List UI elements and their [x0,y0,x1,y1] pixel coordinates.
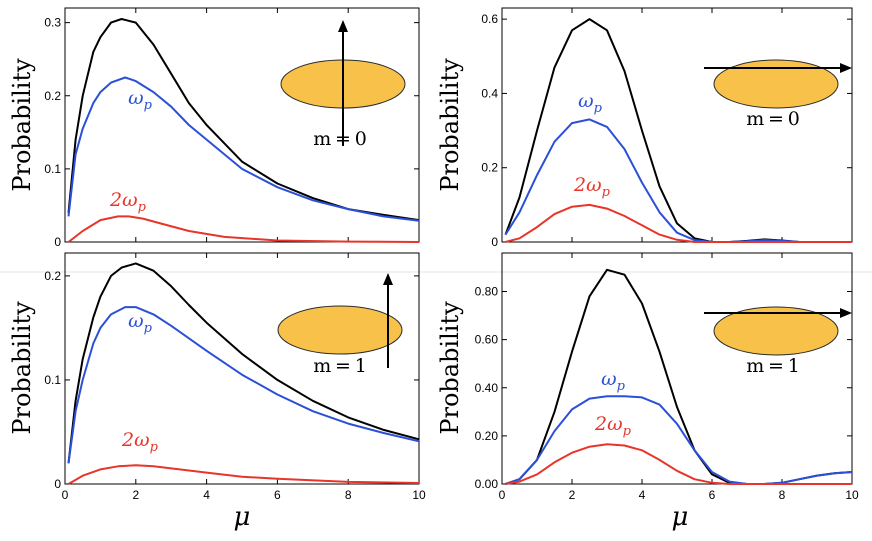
y-tick-label: 0.20 [475,429,499,443]
series-line-omega_p [505,395,853,485]
y-axis-label: Probability [436,58,464,192]
series-label-omega_p: ωp [128,87,153,113]
series-label-two_omega_p: 2ωp [573,174,611,200]
panel-bottom-right: 0.00 0.20 0.40 0.60 0.80 0 2 4 6 8 10 Probability μ m… [436,252,859,532]
disk-ellipse [277,305,403,355]
x-tick-label: 0 [62,488,69,502]
series-label-two_omega_p: 2ωp [109,189,147,215]
plot-frame [64,252,420,485]
y-tick-label: 0.6 [481,12,498,26]
series-label-main: 2ω [594,413,623,435]
x-tick-label: 4 [203,488,210,502]
series-line-total [505,268,853,485]
plot-frame [501,252,853,485]
y-axis-label: Probability [8,301,36,435]
x-tick-label: 2 [132,488,139,502]
y-tick-label: 0.40 [475,381,499,395]
series-line-omega_p [67,76,420,222]
series-line-omega_p [67,306,420,464]
series-label-subscript: p [617,379,626,394]
y-axis-label: Probability [8,58,36,192]
series-label-omega_p: ωp [128,310,153,336]
x-tick-label: 6 [709,488,716,502]
arrow-head-icon [840,308,852,318]
x-axis-label: μ [234,502,251,532]
series-label-two_omega_p: 2ωp [121,429,159,455]
m-label: m = 0 [313,128,367,150]
x-tick-label: 10 [845,488,859,502]
series-line-two_omega_p [67,215,420,243]
arrow-head-icon [383,273,393,285]
y-tick-label: 0 [491,235,498,249]
series-label-main: ω [128,87,144,109]
y-tick-label: 0 [54,477,61,491]
x-tick-label: 2 [569,488,576,502]
m-label: m = 0 [746,108,800,130]
x-tick-label: 0 [499,488,506,502]
plot-frame [64,7,420,243]
m-label: m = 1 [746,355,800,377]
series-label-subscript: p [150,440,159,455]
y-tick-label: 0.80 [475,285,499,299]
series-label-main: 2ω [121,429,150,451]
y-tick-label: 0.60 [475,333,499,347]
arrow-head-icon [840,63,852,73]
series-label-subscript: p [138,200,147,215]
y-tick-label: 0.4 [481,86,498,100]
arrow-head-icon [338,20,348,32]
series-label-main: ω [601,368,617,390]
y-tick-label: 0 [54,235,61,249]
y-tick-label: 0.00 [475,477,499,491]
series-line-two_omega_p [67,464,420,485]
x-tick-label: 8 [345,488,352,502]
x-axis-label: μ [672,502,689,532]
plot-frame [501,7,853,243]
disk-ellipse [713,59,839,109]
y-axis-label: Probability [436,301,464,435]
y-tick-label: 0.1 [44,162,61,176]
y-tick-label: 0.3 [44,16,61,30]
x-tick-label: 8 [779,488,786,502]
series-label-subscript: p [602,185,611,200]
series-label-subscript: p [144,98,153,113]
series-label-subscript: p [623,424,632,439]
series-label-omega_p: ωp [578,90,603,116]
series-label-omega_p: ωp [601,368,626,394]
series-label-two_omega_p: 2ωp [594,413,632,439]
y-tick-label: 0.2 [44,269,61,283]
series-label-main: 2ω [109,189,138,211]
series-line-total [504,18,852,243]
y-tick-label: 0.2 [481,161,498,175]
series-label-subscript: p [144,321,153,336]
x-tick-label: 6 [274,488,281,502]
x-tick-label: 4 [639,488,646,502]
series-line-total [67,262,420,464]
m-label: m = 1 [313,355,367,377]
disk-ellipse [713,306,839,356]
series-line-two_omega_p [505,443,852,485]
series-label-main: ω [128,310,144,332]
y-tick-label: 0.2 [44,89,61,103]
series-label-subscript: p [594,101,603,116]
series-line-two_omega_p [505,203,852,243]
x-tick-label: 10 [412,488,426,502]
series-line-total [67,18,420,222]
series-line-omega_p [504,118,852,243]
y-tick-label: 0.1 [44,373,61,387]
series-label-main: 2ω [573,174,602,196]
series-label-main: ω [578,90,594,112]
